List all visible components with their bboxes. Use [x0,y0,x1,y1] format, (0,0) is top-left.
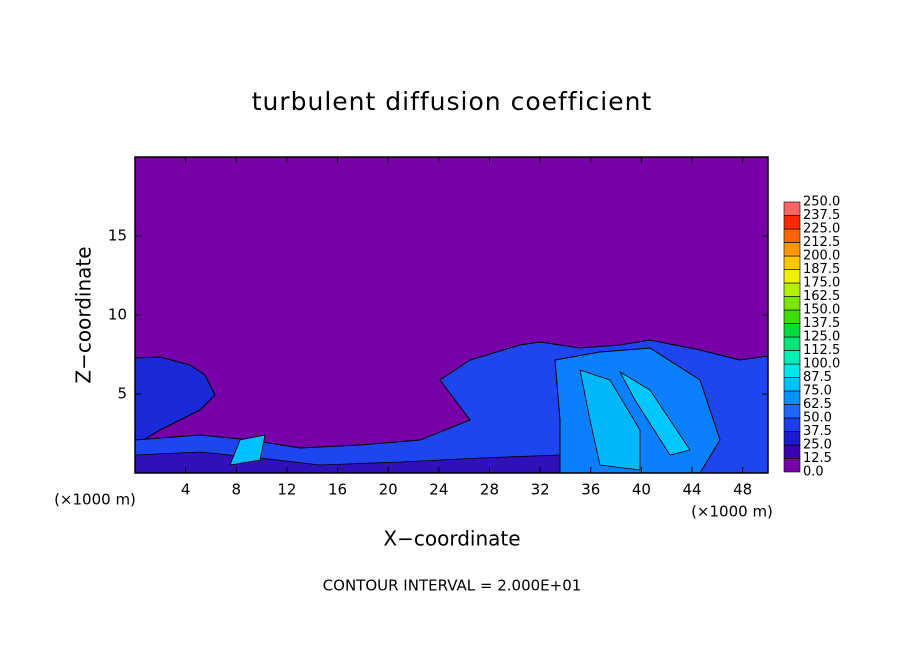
colorbar-swatch [783,336,801,351]
colorbar-label: 100.0 [803,357,840,372]
colorbar-label: 150.0 [803,303,840,318]
colorbar-label: 50.0 [803,411,832,426]
colorbar-label: 87.5 [803,370,832,385]
colorbar-swatch [783,404,801,419]
y-tick-label: 10 [108,306,127,324]
colorbar-label: 25.0 [803,438,832,453]
colorbar-swatch [783,215,801,230]
field-region [229,434,266,466]
colorbar-label: 225.0 [803,222,840,237]
field [134,157,769,474]
colorbar-label: 137.5 [803,316,840,331]
x-tick-label: 48 [733,481,752,499]
colorbar-swatch [783,417,801,432]
colorbar-swatch [783,309,801,324]
x-tick-label: 44 [682,481,701,499]
x-axis-label: X−coordinate [383,527,520,551]
x-tick-label: 36 [581,481,600,499]
field-region [618,370,691,456]
colorbar-swatch [783,458,801,473]
field-region [134,356,216,446]
colorbar-swatch [783,444,801,459]
y-axis-label: Z−coordinate [72,246,96,383]
x-tick-label: 16 [328,481,347,499]
x-tick-label: 4 [181,481,191,499]
colorbar-label: 187.5 [803,262,840,277]
colorbar-label: 62.5 [803,397,832,412]
x-tick-label: 28 [480,481,499,499]
colorbar-label: 237.5 [803,208,840,223]
colorbar-label: 250.0 [803,195,840,210]
colorbar-swatch [783,431,801,446]
colorbar-swatch [783,390,801,405]
x-tick-label: 24 [429,481,448,499]
colorbar-label: 37.5 [803,424,832,439]
colorbar-label: 162.5 [803,289,840,304]
annotation: CONTOUR INTERVAL = 2.000E+01 [323,577,582,595]
x-tick-label: 40 [632,481,651,499]
colorbar-label: 200.0 [803,249,840,264]
x-unit-label: (×1000 m) [691,503,773,521]
colorbar-swatch [783,242,801,257]
colorbar-swatch [783,282,801,297]
colorbar-swatch [783,377,801,392]
y-tick-label: 15 [108,227,127,245]
x-tick-label: 20 [379,481,398,499]
chart-title: turbulent diffusion coefficient [252,87,653,116]
colorbar-label: 112.5 [803,343,840,358]
colorbar-swatch [783,323,801,338]
colorbar-label: 125.0 [803,330,840,345]
colorbar-swatch [783,350,801,365]
x-tick-label: 8 [232,481,242,499]
colorbar-label: 0.0 [803,465,824,480]
colorbar-swatch [783,296,801,311]
colorbar-label: 12.5 [803,451,832,466]
colorbar-swatch [783,363,801,378]
colorbar-swatch [783,201,801,216]
colorbar-label: 175.0 [803,276,840,291]
field-region [579,369,641,471]
x-tick-label: 12 [277,481,296,499]
y-unit-label: (×1000 m) [54,491,136,509]
colorbar-swatch [783,255,801,270]
y-tick-label: 5 [117,385,127,403]
colorbar-swatch [783,228,801,243]
x-tick-label: 32 [531,481,550,499]
colorbar-label: 212.5 [803,235,840,250]
colorbar-label: 75.0 [803,384,832,399]
colorbar-swatch [783,269,801,284]
